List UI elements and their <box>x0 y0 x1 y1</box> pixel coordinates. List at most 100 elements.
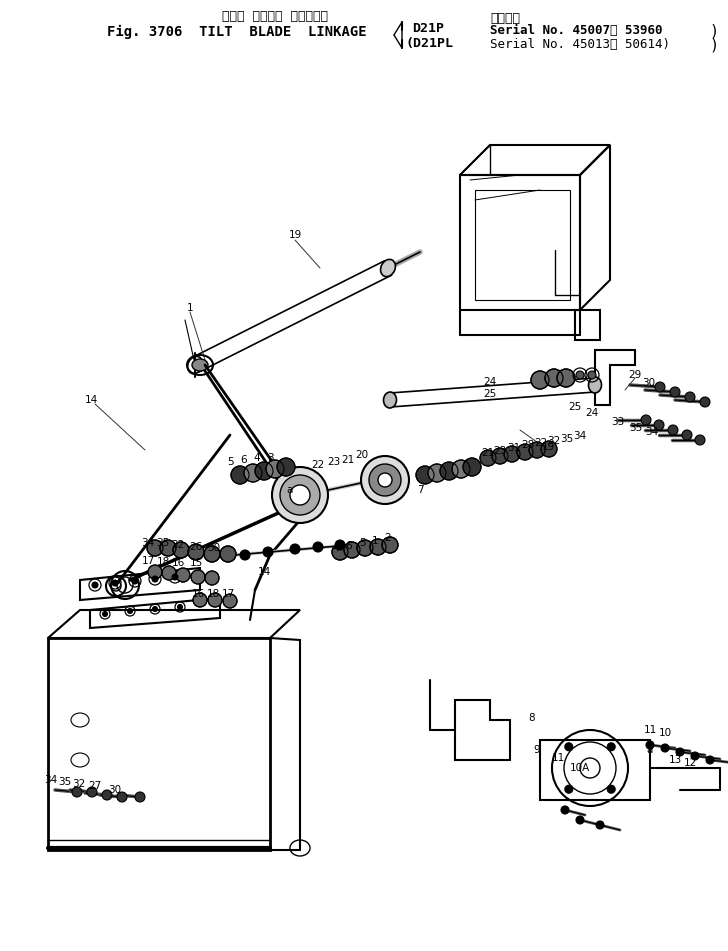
Text: 15: 15 <box>189 558 202 568</box>
Circle shape <box>428 464 446 482</box>
Text: ): ) <box>710 24 719 38</box>
Circle shape <box>205 571 219 585</box>
Circle shape <box>685 392 695 402</box>
Circle shape <box>188 544 204 560</box>
Circle shape <box>148 565 162 579</box>
Text: 18: 18 <box>157 557 170 567</box>
Circle shape <box>255 462 273 480</box>
Text: 21: 21 <box>481 448 494 458</box>
Text: 13: 13 <box>668 755 681 765</box>
Text: 12: 12 <box>684 758 697 768</box>
Text: 10: 10 <box>658 728 671 738</box>
Circle shape <box>646 741 654 749</box>
Circle shape <box>596 821 604 829</box>
Circle shape <box>682 430 692 440</box>
Circle shape <box>240 550 250 560</box>
Text: 1: 1 <box>372 536 379 546</box>
Text: 24: 24 <box>483 377 496 387</box>
Text: 6: 6 <box>346 541 352 551</box>
Text: a: a <box>646 745 653 755</box>
Circle shape <box>223 594 237 608</box>
Text: 35: 35 <box>58 777 71 787</box>
Text: 11: 11 <box>551 753 565 763</box>
Circle shape <box>661 744 669 752</box>
Circle shape <box>335 540 345 550</box>
Circle shape <box>695 435 705 445</box>
Circle shape <box>378 473 392 487</box>
Text: 18: 18 <box>206 589 220 599</box>
Ellipse shape <box>192 359 208 371</box>
Text: 24: 24 <box>585 408 598 418</box>
Text: 34: 34 <box>141 538 154 548</box>
Circle shape <box>357 540 373 556</box>
Circle shape <box>173 542 189 558</box>
Ellipse shape <box>588 377 601 393</box>
Circle shape <box>529 442 545 458</box>
Text: 25: 25 <box>483 389 496 399</box>
Circle shape <box>668 425 678 435</box>
Text: 20: 20 <box>355 450 368 460</box>
Text: 25: 25 <box>569 402 582 412</box>
Circle shape <box>463 458 481 476</box>
Circle shape <box>92 582 98 588</box>
Text: 31: 31 <box>507 443 521 453</box>
Text: 9: 9 <box>534 745 540 755</box>
Text: a: a <box>287 485 293 495</box>
Circle shape <box>231 466 249 484</box>
Circle shape <box>208 593 222 607</box>
Text: 28: 28 <box>521 440 534 450</box>
Text: 21: 21 <box>341 455 355 465</box>
Circle shape <box>132 578 138 584</box>
Text: 14: 14 <box>258 567 271 577</box>
Text: 11: 11 <box>644 725 657 735</box>
Circle shape <box>670 387 680 397</box>
Circle shape <box>361 456 409 504</box>
Circle shape <box>277 458 295 476</box>
Circle shape <box>313 542 323 552</box>
Circle shape <box>266 460 284 478</box>
Circle shape <box>152 607 157 611</box>
Circle shape <box>370 539 386 555</box>
Ellipse shape <box>384 392 397 408</box>
Text: 27: 27 <box>88 781 102 791</box>
Circle shape <box>332 544 348 560</box>
Circle shape <box>565 786 573 793</box>
Circle shape <box>607 743 615 750</box>
Circle shape <box>244 464 262 482</box>
Text: 22: 22 <box>534 438 547 448</box>
Text: 34: 34 <box>44 775 58 785</box>
Circle shape <box>162 566 176 580</box>
Text: 17: 17 <box>141 556 154 566</box>
Circle shape <box>576 371 584 379</box>
Text: 30: 30 <box>642 378 655 388</box>
Text: 34: 34 <box>574 431 587 441</box>
Text: Serial No. 45013～ 50614): Serial No. 45013～ 50614) <box>490 38 670 51</box>
Text: 34: 34 <box>646 427 659 437</box>
Text: (D21PL: (D21PL <box>406 37 454 50</box>
Text: 16: 16 <box>191 589 205 599</box>
Circle shape <box>135 792 145 802</box>
Circle shape <box>654 420 664 430</box>
Circle shape <box>700 397 710 407</box>
Text: 33: 33 <box>612 417 625 427</box>
Text: 3: 3 <box>266 453 273 463</box>
Circle shape <box>193 593 207 607</box>
Text: 32: 32 <box>171 540 185 550</box>
Text: 2: 2 <box>384 533 392 543</box>
Circle shape <box>178 605 183 610</box>
Text: 30: 30 <box>108 785 122 795</box>
Text: 29: 29 <box>628 370 641 380</box>
Circle shape <box>440 462 458 480</box>
Circle shape <box>676 748 684 756</box>
Text: 35: 35 <box>157 538 170 548</box>
Text: 6: 6 <box>241 455 248 465</box>
Circle shape <box>220 546 236 562</box>
Text: チルト  ブレード  リンケージ: チルト ブレード リンケージ <box>222 10 328 23</box>
Circle shape <box>272 467 328 523</box>
Circle shape <box>565 743 573 750</box>
Text: 30: 30 <box>207 543 221 553</box>
Text: 4: 4 <box>253 453 261 463</box>
Text: 17: 17 <box>221 589 234 599</box>
Circle shape <box>263 547 273 557</box>
Circle shape <box>204 546 220 562</box>
